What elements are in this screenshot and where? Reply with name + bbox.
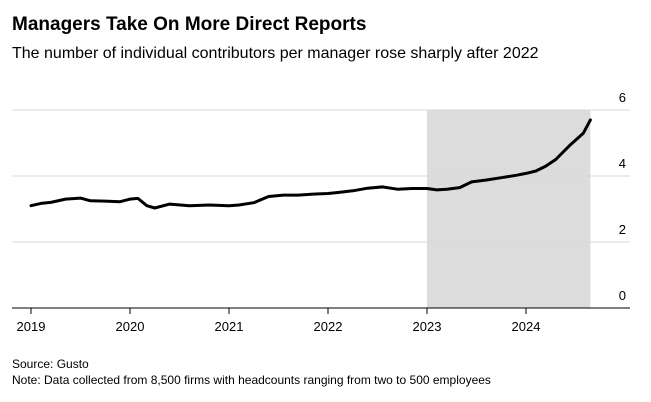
chart-title: Managers Take On More Direct Reports — [12, 14, 367, 35]
y-tick-label-4: 4 — [619, 156, 626, 171]
data-note: Note: Data collected from 8,500 firms wi… — [12, 373, 491, 387]
series-line-0 — [29, 118, 592, 210]
y-tick-label-0: 0 — [619, 288, 626, 303]
x-tick-label-2024: 2024 — [512, 319, 541, 334]
y-tick-label-6: 6 — [619, 90, 626, 105]
y-tick-label-2: 2 — [619, 222, 626, 237]
source-note: Source: Gusto — [12, 357, 89, 371]
chart-subtitle: The number of individual contributors pe… — [12, 45, 539, 62]
x-tick-label-2022: 2022 — [314, 319, 343, 334]
x-tick-label-2019: 2019 — [17, 319, 46, 334]
shaded-region — [427, 110, 591, 308]
x-tick-label-2020: 2020 — [116, 319, 145, 334]
x-tick-label-2021: 2021 — [215, 319, 244, 334]
x-tick-label-2023: 2023 — [413, 319, 442, 334]
